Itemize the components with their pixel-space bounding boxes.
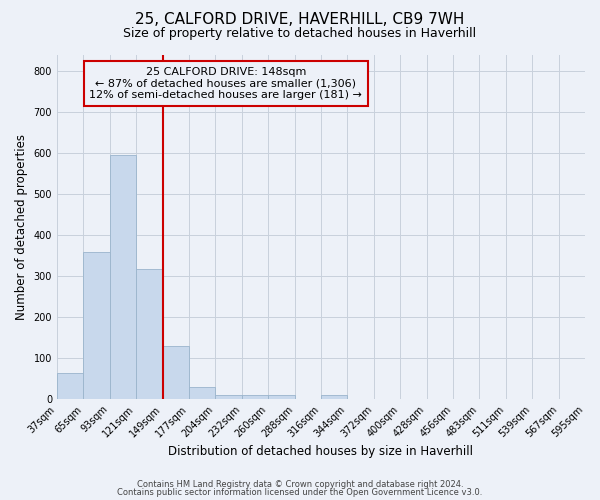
Bar bbox=[189, 387, 215, 399]
Bar bbox=[110, 156, 136, 399]
Text: Size of property relative to detached houses in Haverhill: Size of property relative to detached ho… bbox=[124, 28, 476, 40]
Bar bbox=[136, 269, 163, 399]
Bar bbox=[268, 395, 295, 399]
Bar bbox=[83, 252, 110, 399]
Bar bbox=[242, 395, 268, 399]
Text: 25, CALFORD DRIVE, HAVERHILL, CB9 7WH: 25, CALFORD DRIVE, HAVERHILL, CB9 7WH bbox=[136, 12, 464, 28]
Y-axis label: Number of detached properties: Number of detached properties bbox=[15, 134, 28, 320]
Text: 25 CALFORD DRIVE: 148sqm
← 87% of detached houses are smaller (1,306)
12% of sem: 25 CALFORD DRIVE: 148sqm ← 87% of detach… bbox=[89, 67, 362, 100]
Text: Contains public sector information licensed under the Open Government Licence v3: Contains public sector information licen… bbox=[118, 488, 482, 497]
Text: Contains HM Land Registry data © Crown copyright and database right 2024.: Contains HM Land Registry data © Crown c… bbox=[137, 480, 463, 489]
Bar bbox=[215, 395, 242, 399]
Bar bbox=[57, 372, 83, 399]
Bar bbox=[321, 395, 347, 399]
Bar bbox=[163, 346, 189, 399]
X-axis label: Distribution of detached houses by size in Haverhill: Distribution of detached houses by size … bbox=[169, 444, 473, 458]
